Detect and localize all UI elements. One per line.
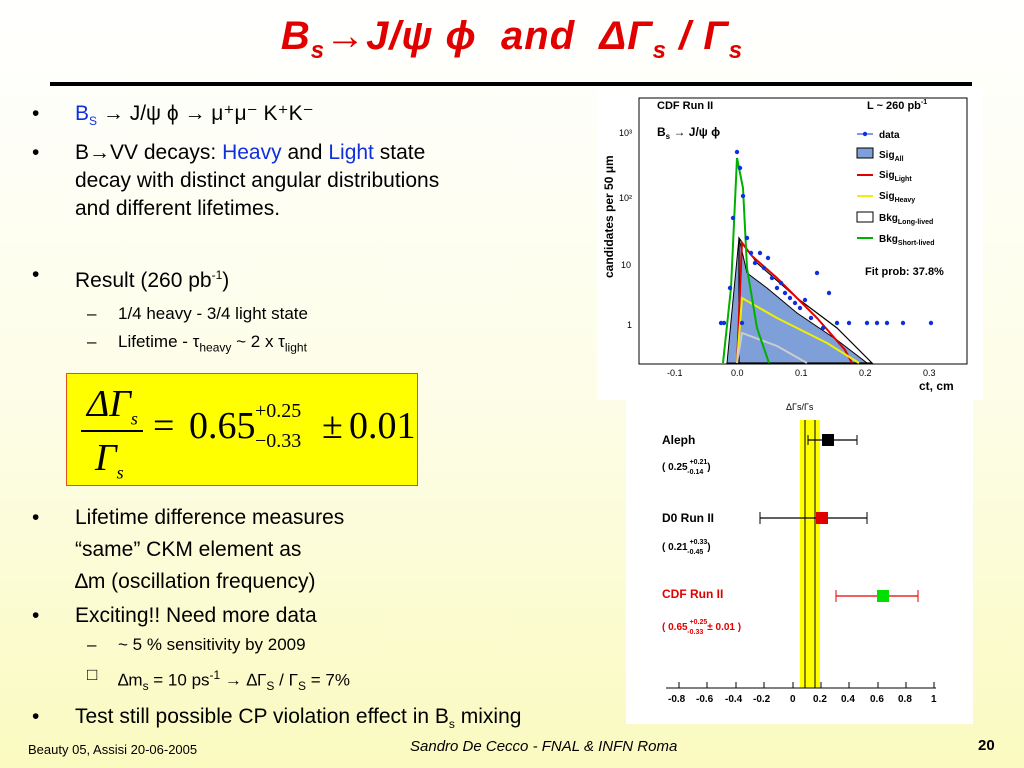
footer-conference: Beauty 05, Assisi 20-06-2005 [28,742,198,757]
slide-number: 20 [978,737,995,754]
svg-text:-0.2: -0.2 [753,694,771,705]
plot1-ytick: 10 [621,260,631,270]
ct-distribution-plot: CDF Run II L ~ 260 pb-1 Bs → J/ψ ϕ candi… [597,88,983,400]
formula-err-down: −0.33 [255,430,302,452]
formula-err-up: +0.25 [255,400,302,422]
formula-equals: = [153,405,175,447]
svg-text:-0.8: -0.8 [668,694,686,705]
svg-text:0.6: 0.6 [870,694,884,705]
formula-denominator: Γs [95,437,124,483]
plot1-sig-all-area [726,237,869,364]
sub-bullet-5-1: – ~ 5 % sensitivity by 2009 [87,634,306,654]
footer-author: Sandro De Cecco - FNAL & INFN Roma [410,738,678,755]
svg-text:data: data [879,130,900,141]
svg-text:-0.6: -0.6 [696,694,714,705]
plot2-cdf-marker [877,590,889,602]
plot2-aleph-marker [822,434,834,446]
sub-bullet-3-1: –1/4 heavy - 3/4 light state [87,304,308,324]
plot1-xtick: 0.3 [923,368,936,378]
plot2-d0-value: ( 0.21 +0.33 -0.45) [662,539,711,556]
bullet-3: • Result (260 pb-1) [32,263,230,293]
sub-bullet-5-2: □ ∆ms = 10 ps-1 → ∆ΓS / ΓS = 7% [87,664,350,693]
bullet-4: • Lifetime difference measures “same” CK… [32,505,345,593]
formula-pm: ± [322,405,343,447]
plot1-experiment: CDF Run II [657,100,713,112]
sub-bullet-3-2: – Lifetime - τheavy ~ 2 x τlight [87,332,307,355]
plot2-d0-label: D0 Run II [662,511,714,525]
svg-text:SigHeavy: SigHeavy [879,191,915,204]
plot1-ytick: 10³ [619,128,632,138]
slide-title: Bs→J/ψ ϕ and ΔΓs / Γs [280,14,744,64]
plot2-d0-marker [816,512,828,524]
plot2-band [800,420,820,688]
bullet-6: • Test still possible CP violation effec… [32,704,522,731]
plot1-ytick: 10² [619,193,632,203]
plot1-ytick: 1 [627,320,632,330]
svg-text:-0.4: -0.4 [725,694,743,705]
plot1-xtick: 0.0 [731,368,744,378]
bullet-5: • Exciting!! Need more data [32,603,317,627]
plot2-aleph-value: ( 0.25 +0.21 -0.14) [662,459,711,476]
plot1-xtick: 0.2 [859,368,872,378]
plot2-cdf-label: CDF Run II [662,587,723,601]
plot1-xtick: -0.1 [667,368,683,378]
plot1-decay-label: Bs → J/ψ ϕ [657,125,720,141]
result-formula: ΔΓs Γs = 0.65 +0.25 −0.33 ± 0.01 [66,373,418,486]
plot2-xticks: -0.8 -0.6 -0.4 -0.2 0 0.2 0.4 0.6 0.8 1 [668,694,937,705]
title-rule [50,82,972,86]
svg-text:0: 0 [790,694,796,705]
svg-text:0.8: 0.8 [898,694,912,705]
bullet-list: • BS → J/ψ ϕ → μ⁺μ⁻ K⁺K⁻ • B→VV decays: … [32,100,612,738]
svg-text:SigAll: SigAll [879,150,904,163]
bullet-2: • B→VV decays: Heavy and Light state dec… [32,141,440,221]
plot1-fit-prob: Fit prob: 37.8% [865,266,944,278]
plot1-sig-heavy-line [736,296,860,364]
dgamma-comparison-plot: ΔΓs/Γs Aleph ( 0.25 +0.21 -0.14) D0 Run II… [626,392,973,724]
bullet-1: • BS → J/ψ ϕ → μ⁺μ⁻ K⁺K⁻ [32,102,314,129]
plot2-aleph-label: Aleph [662,433,695,447]
svg-text:BkgShort-lived: BkgShort-lived [879,234,934,247]
plot1-lumi: L ~ 260 pb-1 [867,99,927,112]
formula-value: 0.65 [189,405,256,447]
svg-text:SigLight: SigLight [879,170,912,183]
svg-text:0.4: 0.4 [841,694,855,705]
plot1-ylabel: candidates per 50 μm [602,155,616,278]
svg-text:BkgLong-lived: BkgLong-lived [879,213,933,226]
svg-text:0.2: 0.2 [813,694,827,705]
plot2-cdf-value: ( 0.65 +0.25 -0.33 ± 0.01 ) [662,619,741,636]
formula-syst: 0.01 [349,405,416,447]
plot1-xlabel: ct, cm [919,379,954,393]
plot2-title: ΔΓs/Γs [786,402,814,412]
plot1-bkg-long-lived-line [736,331,808,364]
plot1-sig-light-line [736,240,853,364]
plot1-data-points [718,149,934,331]
formula-numerator: ΔΓs [87,383,138,429]
plot1-xtick: 0.1 [795,368,808,378]
svg-text:1: 1 [931,694,937,705]
plot1-legend: data SigAll SigLight SigHeavy BkgLong-li… [856,130,934,247]
fraction-bar [81,430,143,432]
